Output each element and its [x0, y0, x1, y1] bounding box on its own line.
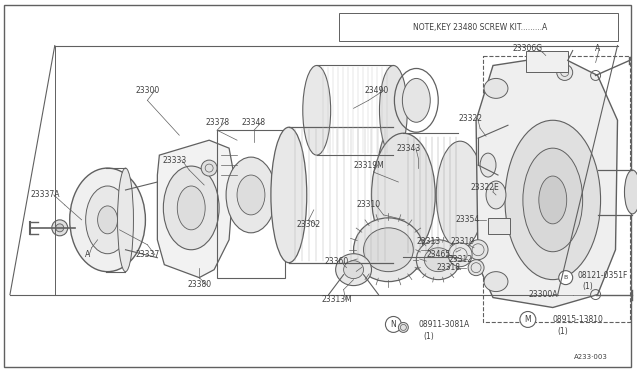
Ellipse shape [70, 168, 145, 272]
Bar [339, 13, 618, 41]
Ellipse shape [98, 206, 118, 234]
Ellipse shape [436, 141, 484, 249]
Bar [483, 55, 630, 323]
Ellipse shape [118, 168, 134, 272]
Ellipse shape [177, 186, 205, 230]
Text: 23465: 23465 [426, 250, 451, 259]
Ellipse shape [201, 160, 217, 176]
Ellipse shape [392, 171, 412, 199]
Ellipse shape [539, 176, 566, 224]
Ellipse shape [380, 65, 407, 155]
Text: 23302: 23302 [297, 220, 321, 230]
Ellipse shape [416, 240, 460, 280]
Ellipse shape [396, 176, 407, 194]
Ellipse shape [484, 78, 508, 98]
Ellipse shape [226, 157, 276, 233]
Ellipse shape [557, 64, 573, 80]
Ellipse shape [237, 175, 265, 215]
Ellipse shape [364, 228, 413, 272]
Text: (1): (1) [423, 332, 434, 341]
Text: 23322E: 23322E [470, 183, 499, 192]
Text: A233·003: A233·003 [573, 354, 607, 360]
Text: 23380: 23380 [187, 280, 211, 289]
Ellipse shape [523, 148, 582, 252]
Text: A: A [595, 44, 600, 53]
Circle shape [559, 271, 573, 285]
Text: 08915-13810: 08915-13810 [553, 315, 604, 324]
Text: (1): (1) [557, 327, 568, 336]
Text: 23300: 23300 [135, 86, 159, 95]
Text: 23318: 23318 [436, 263, 460, 272]
Ellipse shape [410, 213, 422, 237]
Ellipse shape [448, 243, 472, 267]
Ellipse shape [424, 248, 452, 272]
Ellipse shape [163, 166, 219, 250]
Ellipse shape [376, 127, 412, 263]
Text: 23312: 23312 [448, 255, 472, 264]
Text: 23490: 23490 [364, 86, 388, 95]
Bar [217, 130, 285, 278]
Polygon shape [157, 140, 234, 278]
Ellipse shape [353, 218, 423, 282]
Text: 08911-3081A: 08911-3081A [419, 320, 470, 329]
Ellipse shape [344, 261, 364, 279]
Polygon shape [476, 55, 618, 308]
Text: 23333: 23333 [162, 155, 186, 164]
Ellipse shape [468, 260, 484, 276]
Ellipse shape [335, 254, 371, 286]
Text: 23306G: 23306G [513, 44, 543, 53]
Ellipse shape [52, 220, 68, 236]
Circle shape [385, 317, 401, 333]
Text: 23313M: 23313M [321, 295, 352, 304]
Ellipse shape [480, 153, 496, 177]
Ellipse shape [468, 240, 488, 260]
Ellipse shape [404, 205, 428, 245]
Ellipse shape [486, 181, 506, 209]
Text: A: A [85, 250, 90, 259]
Ellipse shape [403, 78, 430, 122]
Ellipse shape [484, 272, 508, 292]
Text: 23313: 23313 [416, 237, 440, 246]
Text: NOTE,KEY 23480 SCREW KIT.........A: NOTE,KEY 23480 SCREW KIT.........A [413, 23, 547, 32]
Text: 08121-0351F: 08121-0351F [578, 271, 628, 280]
Ellipse shape [505, 120, 600, 280]
Text: 23354: 23354 [456, 215, 480, 224]
Ellipse shape [271, 127, 307, 263]
Ellipse shape [625, 170, 640, 214]
Text: 23337: 23337 [135, 250, 159, 259]
Text: B: B [564, 275, 568, 280]
Text: M: M [525, 315, 531, 324]
Text: 23310: 23310 [356, 201, 381, 209]
Text: 23348: 23348 [242, 118, 266, 127]
Ellipse shape [303, 65, 331, 155]
Text: 23360: 23360 [324, 257, 349, 266]
Text: (1): (1) [582, 282, 593, 291]
Circle shape [520, 311, 536, 327]
Ellipse shape [371, 133, 435, 257]
Bar [526, 51, 568, 73]
Ellipse shape [398, 323, 408, 333]
Text: N: N [390, 320, 396, 329]
Text: 23319M: 23319M [353, 161, 384, 170]
Ellipse shape [56, 224, 64, 232]
Text: 23319: 23319 [450, 237, 474, 246]
Text: 23337A: 23337A [30, 190, 60, 199]
Text: 23300A: 23300A [528, 290, 557, 299]
Text: 23378: 23378 [205, 118, 229, 127]
Text: 23322: 23322 [458, 114, 482, 123]
Bar [488, 218, 510, 234]
Text: 23343: 23343 [396, 144, 420, 153]
Ellipse shape [86, 186, 129, 254]
